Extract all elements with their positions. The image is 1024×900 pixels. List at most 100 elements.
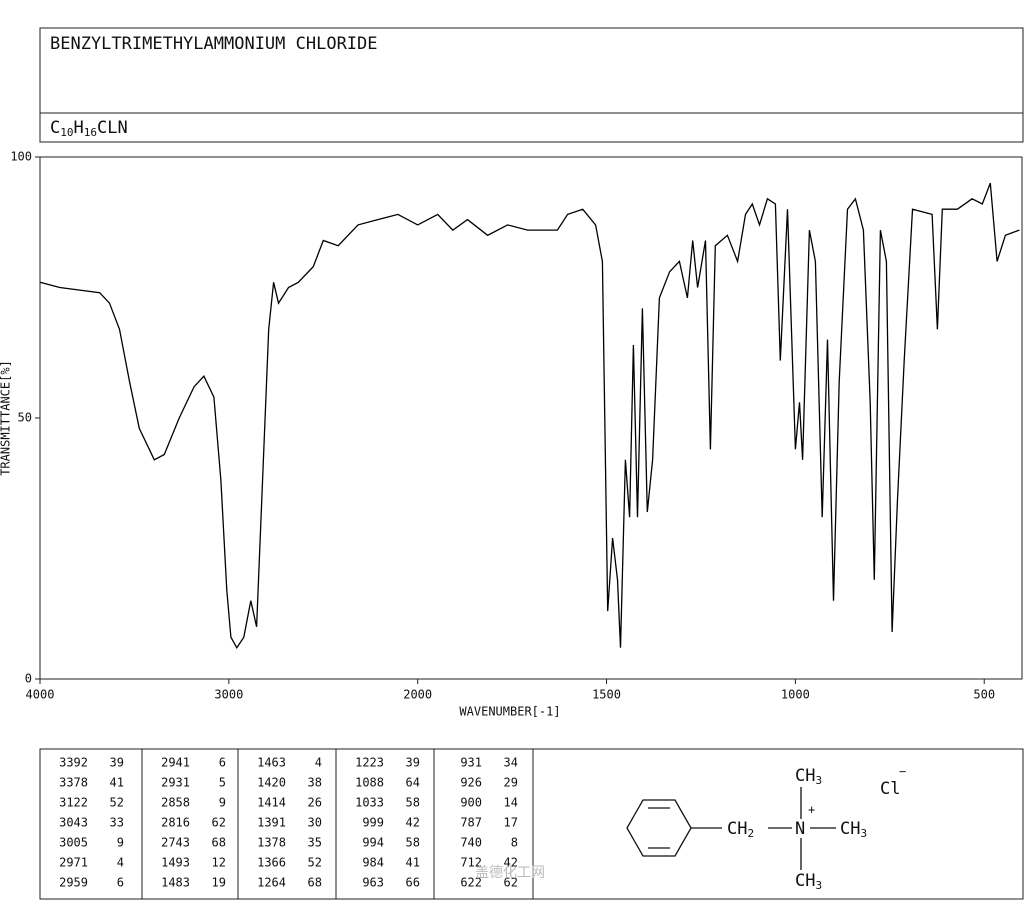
anion-charge: − (899, 765, 906, 779)
peak-wavenumber: 900 (460, 796, 482, 810)
peak-transmittance: 62 (504, 876, 518, 890)
peak-wavenumber: 1366 (257, 856, 286, 870)
peak-transmittance: 52 (110, 796, 124, 810)
peak-wavenumber: 2941 (161, 756, 190, 770)
peak-transmittance: 26 (308, 796, 322, 810)
peak-wavenumber: 994 (362, 836, 384, 850)
peak-wavenumber: 2816 (161, 816, 190, 830)
peak-transmittance: 5 (219, 776, 226, 790)
peak-transmittance: 33 (110, 816, 124, 830)
peak-transmittance: 9 (117, 836, 124, 850)
x-tick-label: 3000 (214, 688, 243, 702)
peak-transmittance: 68 (308, 876, 322, 890)
peak-wavenumber: 3122 (59, 796, 88, 810)
peak-transmittance: 62 (212, 816, 226, 830)
peak-transmittance: 58 (406, 836, 420, 850)
y-tick-label: 0 (25, 672, 32, 686)
peak-wavenumber: 1088 (355, 776, 384, 790)
peak-wavenumber: 1223 (355, 756, 384, 770)
peak-transmittance: 42 (504, 856, 518, 870)
peak-transmittance: 14 (504, 796, 518, 810)
atom: CH (727, 819, 747, 839)
x-tick-label: 1000 (781, 688, 810, 702)
peak-wavenumber: 1033 (355, 796, 384, 810)
formula-sub: 16 (84, 126, 97, 139)
methyl-label: CH3 (795, 871, 822, 892)
subscript: 3 (815, 774, 822, 787)
peak-wavenumber: 926 (460, 776, 482, 790)
peak-transmittance: 66 (406, 876, 420, 890)
subscript: 2 (747, 827, 754, 840)
peak-wavenumber: 740 (460, 836, 482, 850)
peak-wavenumber: 787 (460, 816, 482, 830)
x-tick-label: 500 (973, 688, 995, 702)
x-tick-label: 4000 (26, 688, 55, 702)
plot: 4000 3000 2000 1500 1000 500 0 50 100 (10, 150, 1020, 702)
peak-transmittance: 19 (212, 876, 226, 890)
formula-part: C (50, 118, 60, 138)
peak-wavenumber: 1414 (257, 796, 286, 810)
peak-wavenumber: 3392 (59, 756, 88, 770)
y-tick-label: 50 (18, 411, 32, 425)
peak-wavenumber: 2959 (59, 876, 88, 890)
peak-wavenumber: 2931 (161, 776, 190, 790)
peak-transmittance: 58 (406, 796, 420, 810)
x-axis-label: WAVENUMBER[-1] (459, 705, 560, 719)
peak-transmittance: 4 (117, 856, 124, 870)
peak-transmittance: 35 (308, 836, 322, 850)
x-tick-label: 2000 (403, 688, 432, 702)
peak-wavenumber: 3378 (59, 776, 88, 790)
peak-transmittance: 39 (110, 756, 124, 770)
methyl-label: CH3 (840, 819, 867, 840)
peak-wavenumber: 3005 (59, 836, 88, 850)
peak-transmittance: 39 (406, 756, 420, 770)
peak-wavenumber: 984 (362, 856, 384, 870)
peak-transmittance: 42 (406, 816, 420, 830)
peak-transmittance: 6 (219, 756, 226, 770)
anion: Cl (880, 779, 900, 799)
formula: C10H16CLN (50, 118, 128, 139)
peak-transmittance: 34 (504, 756, 518, 770)
n-label: N (795, 819, 805, 839)
watermark: 盖德化工网 (475, 865, 545, 881)
peak-wavenumber: 712 (460, 856, 482, 870)
peak-transmittance: 64 (406, 776, 420, 790)
peak-wavenumber: 2971 (59, 856, 88, 870)
y-axis-label: TRANSMITTANCE[%] (0, 360, 13, 476)
methyl-label: CH3 (795, 766, 822, 787)
plot-frame (39, 156, 1023, 680)
peak-transmittance: 9 (219, 796, 226, 810)
peak-wavenumber: 1493 (161, 856, 190, 870)
peak-wavenumber: 1378 (257, 836, 286, 850)
formula-box (39, 112, 1024, 143)
peak-transmittance: 41 (406, 856, 420, 870)
formula-part: H (74, 118, 84, 138)
peak-wavenumber: 931 (460, 756, 482, 770)
peak-wavenumber: 1483 (161, 876, 190, 890)
peak-transmittance: 17 (504, 816, 518, 830)
peak-wavenumber: 963 (362, 876, 384, 890)
spectrum-line (39, 182, 1020, 649)
subscript: 3 (860, 827, 867, 840)
y-tick-label: 100 (10, 150, 32, 164)
peak-transmittance: 41 (110, 776, 124, 790)
peak-wavenumber: 1463 (257, 756, 286, 770)
atom: CH (795, 871, 815, 891)
peak-transmittance: 52 (308, 856, 322, 870)
peak-transmittance: 30 (308, 816, 322, 830)
charge: + (808, 803, 815, 817)
peak-transmittance: 12 (212, 856, 226, 870)
peak-transmittance: 6 (117, 876, 124, 890)
peak-wavenumber: 1264 (257, 876, 286, 890)
peak-transmittance: 68 (212, 836, 226, 850)
peak-wavenumber: 622 (460, 876, 482, 890)
peak-transmittance: 38 (308, 776, 322, 790)
formula-sub: 10 (60, 126, 73, 139)
atom: CH (840, 819, 860, 839)
ch2-label: CH2 (727, 819, 754, 840)
structure (626, 787, 836, 870)
table-box (39, 748, 1024, 900)
peak-wavenumber: 1420 (257, 776, 286, 790)
